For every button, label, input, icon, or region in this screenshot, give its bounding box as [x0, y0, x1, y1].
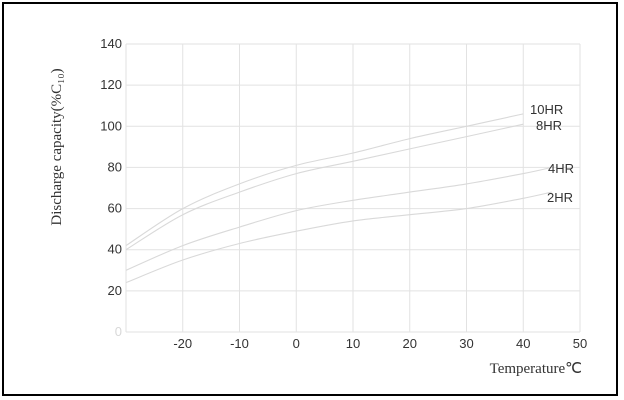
x-tick--10: -10: [230, 336, 249, 351]
x-tick-30: 30: [459, 336, 473, 351]
series-lines: [125, 113, 552, 284]
x-tick--20: -20: [173, 336, 192, 351]
x-axis-label: Temperature℃: [490, 361, 582, 377]
y-tick-100: 100: [100, 118, 122, 133]
y-tick-120: 120: [100, 77, 122, 92]
discharge-capacity-chart: 0 20 40 60 80 100 120 140 -20 -10 0 10 20 30 40 50 10HR…: [49, 36, 587, 377]
x-tick-20: 20: [403, 336, 417, 351]
y-tick-0: 0: [115, 324, 122, 339]
tick-labels: 0 20 40 60 80 100 120 140 -20 -10 0 10 20 30 40 50: [100, 36, 587, 351]
series-line-2hr: [125, 191, 552, 284]
grid: [125, 43, 581, 333]
series-label-2hr: 2HR: [547, 190, 573, 205]
x-tick-40: 40: [516, 336, 530, 351]
x-tick-50: 50: [573, 336, 587, 351]
y-tick-140: 140: [100, 36, 122, 51]
x-tick-0: 0: [293, 336, 300, 351]
x-tick-10: 10: [346, 336, 360, 351]
series-line-8hr: [125, 123, 524, 251]
y-axis-label: Discharge capacity(%C₁₀): [49, 68, 65, 225]
series-label-8hr: 8HR: [536, 118, 562, 133]
series-label-4hr: 4HR: [548, 161, 574, 176]
y-tick-60: 60: [108, 201, 122, 216]
series-label-10hr: 10HR: [530, 102, 563, 117]
y-tick-20: 20: [108, 283, 122, 298]
y-tick-80: 80: [108, 159, 122, 174]
series-line-4hr: [125, 166, 552, 271]
chart-frame: 0 20 40 60 80 100 120 140 -20 -10 0 10 20 30 40 50 10HR…: [2, 2, 618, 396]
series-line-10hr: [125, 113, 524, 247]
y-tick-40: 40: [108, 242, 122, 257]
